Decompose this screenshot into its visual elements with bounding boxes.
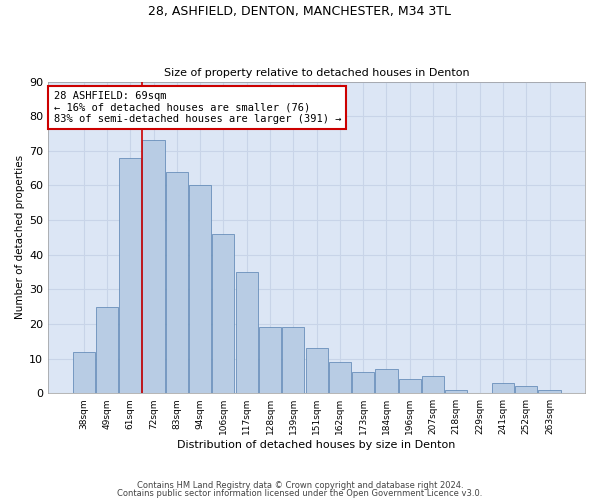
Text: Contains public sector information licensed under the Open Government Licence v3: Contains public sector information licen… [118,488,482,498]
Bar [305,348,328,393]
Bar [73,352,95,393]
Bar [352,372,374,393]
Bar [142,140,164,393]
Bar [515,386,538,393]
Text: 28, ASHFIELD, DENTON, MANCHESTER, M34 3TL: 28, ASHFIELD, DENTON, MANCHESTER, M34 3T… [149,5,452,18]
Bar [282,328,304,393]
X-axis label: Distribution of detached houses by size in Denton: Distribution of detached houses by size … [178,440,456,450]
Bar [329,362,351,393]
Bar [236,272,258,393]
Bar [445,390,467,393]
Bar [376,369,398,393]
Bar [492,383,514,393]
Bar [96,306,118,393]
Y-axis label: Number of detached properties: Number of detached properties [15,156,25,320]
Text: Contains HM Land Registry data © Crown copyright and database right 2024.: Contains HM Land Registry data © Crown c… [137,481,463,490]
Bar [398,380,421,393]
Bar [259,328,281,393]
Text: 28 ASHFIELD: 69sqm
← 16% of detached houses are smaller (76)
83% of semi-detache: 28 ASHFIELD: 69sqm ← 16% of detached hou… [53,91,341,124]
Title: Size of property relative to detached houses in Denton: Size of property relative to detached ho… [164,68,469,78]
Bar [538,390,560,393]
Bar [212,234,235,393]
Bar [189,186,211,393]
Bar [119,158,141,393]
Bar [166,172,188,393]
Bar [422,376,444,393]
